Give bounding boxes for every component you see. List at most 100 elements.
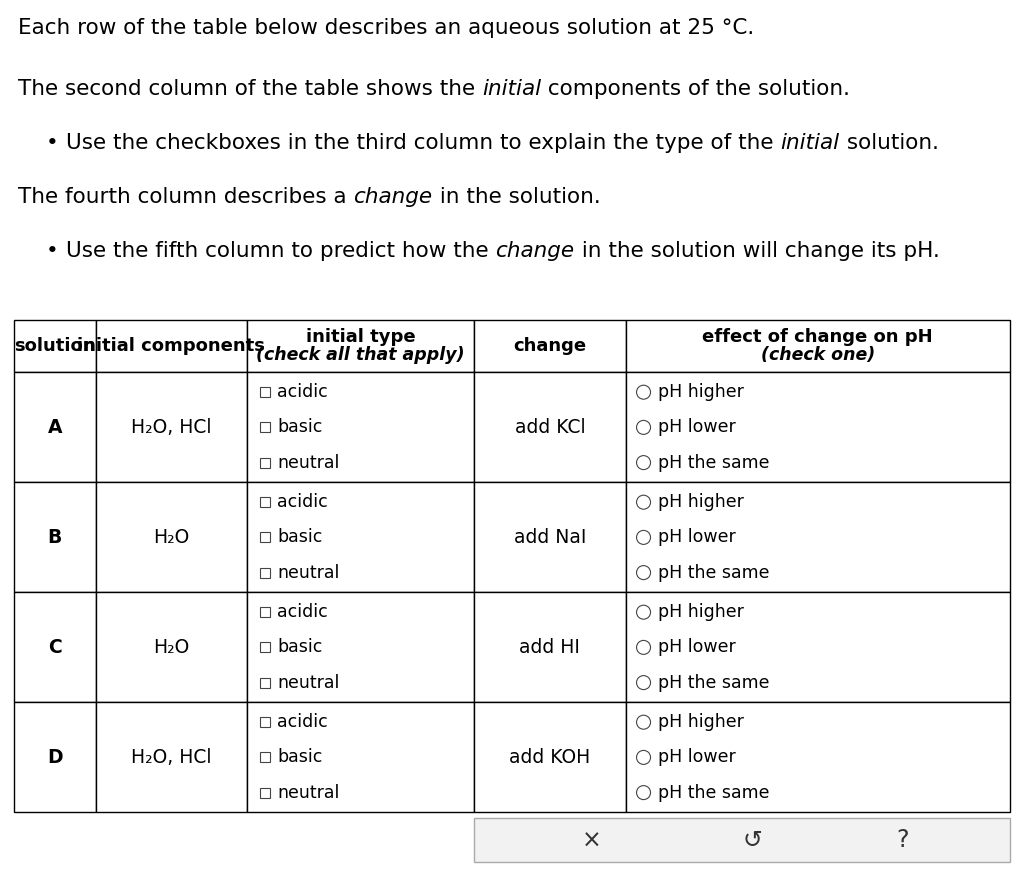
- Bar: [474, 703, 626, 813]
- Text: acidic: acidic: [278, 383, 328, 402]
- Bar: [474, 320, 626, 373]
- Text: in the solution.: in the solution.: [432, 187, 600, 207]
- Circle shape: [637, 641, 650, 655]
- Bar: [260, 677, 270, 688]
- Text: Use the fifth column to predict how the: Use the fifth column to predict how the: [66, 241, 496, 261]
- Bar: [260, 643, 270, 652]
- Text: pH lower: pH lower: [657, 638, 735, 656]
- Circle shape: [637, 751, 650, 765]
- Text: H₂O, HCl: H₂O, HCl: [131, 418, 212, 436]
- Text: neutral: neutral: [278, 674, 339, 691]
- Circle shape: [637, 495, 650, 509]
- Text: A: A: [47, 418, 62, 436]
- Bar: [626, 483, 1010, 593]
- Text: change: change: [496, 241, 574, 261]
- Text: initial components: initial components: [78, 337, 265, 355]
- Circle shape: [637, 786, 650, 800]
- Bar: [14, 373, 95, 483]
- Text: acidic: acidic: [278, 493, 328, 512]
- Bar: [260, 498, 270, 507]
- Text: effect of change on pH: effect of change on pH: [702, 328, 933, 347]
- Circle shape: [637, 531, 650, 545]
- Text: solution: solution: [14, 337, 95, 355]
- Text: in the solution will change its pH.: in the solution will change its pH.: [574, 241, 939, 261]
- Text: B: B: [48, 528, 62, 546]
- Text: pH lower: pH lower: [657, 748, 735, 766]
- Bar: [260, 457, 270, 468]
- Text: •: •: [46, 134, 58, 153]
- Bar: [626, 703, 1010, 813]
- Text: basic: basic: [278, 528, 323, 546]
- Text: pH higher: pH higher: [657, 603, 743, 622]
- Bar: [247, 373, 474, 483]
- Text: C: C: [48, 638, 61, 656]
- Circle shape: [637, 676, 650, 690]
- Text: pH the same: pH the same: [657, 564, 769, 581]
- Text: (check all that apply): (check all that apply): [256, 347, 465, 364]
- Text: add KOH: add KOH: [509, 748, 591, 766]
- Text: The fourth column describes a: The fourth column describes a: [18, 187, 353, 207]
- Text: components of the solution.: components of the solution.: [541, 79, 850, 100]
- Text: basic: basic: [278, 418, 323, 436]
- Text: change: change: [513, 337, 587, 355]
- Bar: [247, 483, 474, 593]
- Text: neutral: neutral: [278, 454, 339, 471]
- Bar: [626, 373, 1010, 483]
- Text: pH the same: pH the same: [657, 454, 769, 471]
- Text: acidic: acidic: [278, 603, 328, 622]
- Text: initial: initial: [482, 79, 541, 100]
- Bar: [247, 320, 474, 373]
- Text: solution.: solution.: [840, 134, 939, 153]
- Text: neutral: neutral: [278, 784, 339, 801]
- Circle shape: [637, 605, 650, 619]
- Text: pH higher: pH higher: [657, 713, 743, 732]
- Circle shape: [637, 456, 650, 470]
- Text: ×: ×: [583, 828, 602, 852]
- Bar: [95, 373, 247, 483]
- Bar: [474, 373, 626, 483]
- Text: pH higher: pH higher: [657, 493, 743, 512]
- Bar: [474, 483, 626, 593]
- Bar: [474, 818, 1010, 863]
- Circle shape: [637, 385, 650, 399]
- Text: ↺: ↺: [743, 828, 763, 852]
- Text: The second column of the table shows the: The second column of the table shows the: [18, 79, 482, 100]
- Text: •: •: [46, 241, 58, 261]
- Text: D: D: [47, 748, 62, 766]
- Bar: [260, 423, 270, 432]
- Bar: [95, 593, 247, 703]
- Text: pH the same: pH the same: [657, 674, 769, 691]
- Text: add HI: add HI: [519, 638, 581, 656]
- Text: H₂O: H₂O: [154, 528, 189, 546]
- Text: initial: initial: [780, 134, 840, 153]
- Text: pH lower: pH lower: [657, 528, 735, 546]
- Bar: [95, 483, 247, 593]
- Text: H₂O: H₂O: [154, 638, 189, 656]
- Text: neutral: neutral: [278, 564, 339, 581]
- Bar: [260, 753, 270, 762]
- Bar: [14, 483, 95, 593]
- Bar: [95, 703, 247, 813]
- Bar: [626, 320, 1010, 373]
- Circle shape: [637, 566, 650, 580]
- Text: add KCl: add KCl: [514, 418, 585, 436]
- Bar: [14, 703, 95, 813]
- Text: Each row of the table below describes an aqueous solution at 25 °C.: Each row of the table below describes an…: [18, 18, 755, 38]
- Text: acidic: acidic: [278, 713, 328, 732]
- Text: pH higher: pH higher: [657, 383, 743, 402]
- Text: basic: basic: [278, 748, 323, 766]
- Bar: [260, 718, 270, 727]
- Bar: [474, 593, 626, 703]
- Text: ?: ?: [897, 828, 909, 852]
- Bar: [14, 320, 95, 373]
- Circle shape: [637, 715, 650, 729]
- Text: change: change: [353, 187, 432, 207]
- Bar: [247, 593, 474, 703]
- Circle shape: [637, 421, 650, 435]
- Text: pH lower: pH lower: [657, 418, 735, 436]
- Text: add NaI: add NaI: [514, 528, 586, 546]
- Bar: [95, 320, 247, 373]
- Bar: [260, 608, 270, 617]
- Text: initial type: initial type: [306, 328, 416, 347]
- Bar: [260, 787, 270, 798]
